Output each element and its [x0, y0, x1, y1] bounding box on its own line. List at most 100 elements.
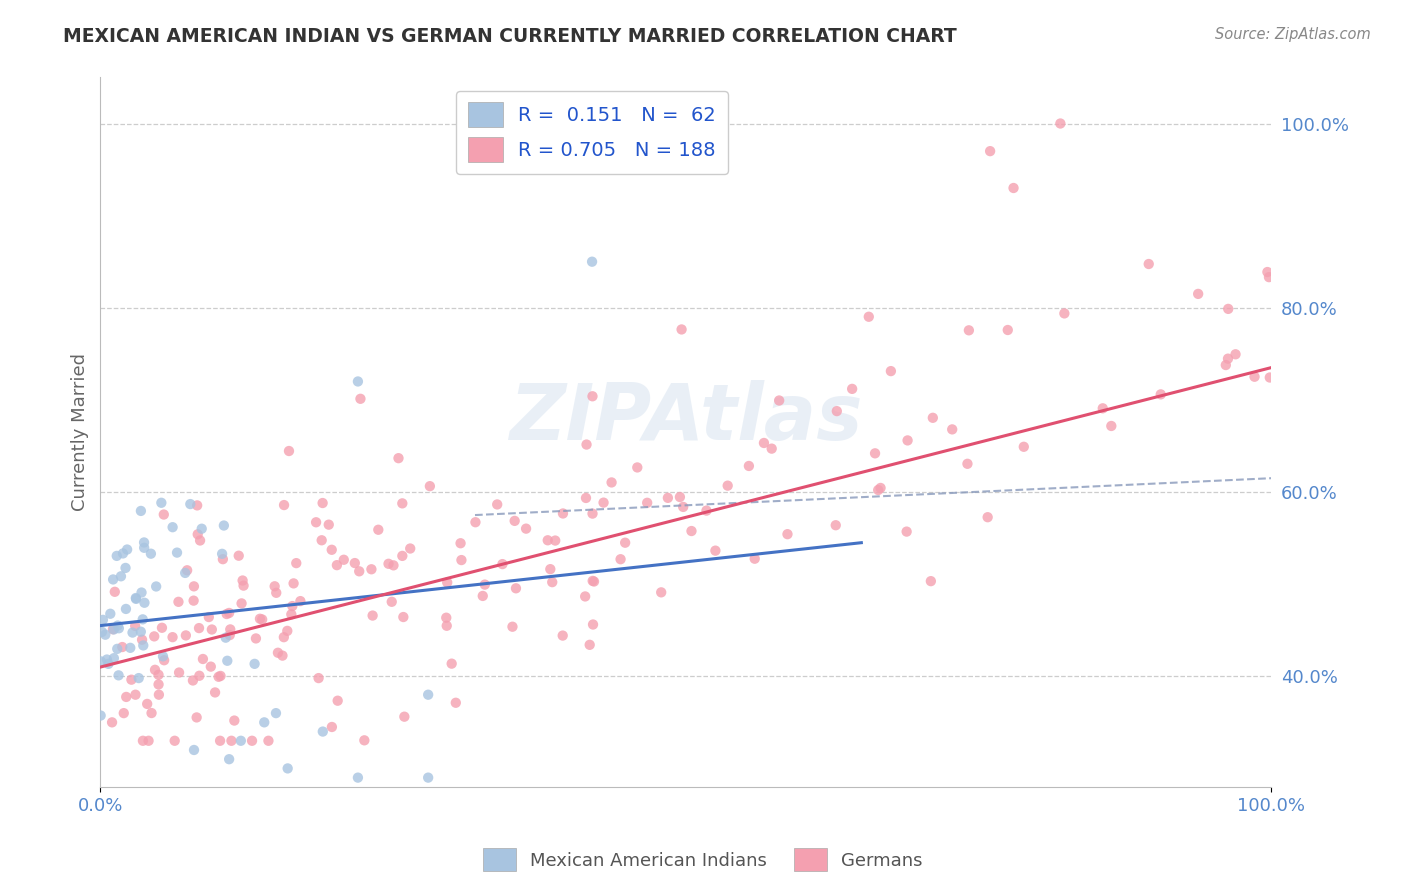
Point — [880, 364, 903, 378]
Point — [179, 497, 201, 511]
Point — [138, 733, 160, 747]
Point — [218, 752, 240, 766]
Point — [868, 483, 890, 497]
Point — [150, 621, 173, 635]
Point — [114, 561, 136, 575]
Point — [1218, 301, 1240, 316]
Point — [131, 632, 153, 647]
Point — [181, 673, 204, 688]
Point — [361, 608, 384, 623]
Point — [211, 547, 233, 561]
Point — [120, 640, 142, 655]
Point — [200, 659, 222, 673]
Point — [391, 549, 413, 563]
Point — [541, 575, 564, 590]
Point — [90, 654, 112, 668]
Point — [264, 586, 287, 600]
Point — [120, 673, 142, 687]
Point — [121, 625, 143, 640]
Point — [132, 639, 155, 653]
Point — [283, 576, 305, 591]
Point — [132, 733, 155, 747]
Point — [108, 621, 131, 635]
Point — [103, 651, 125, 665]
Point — [152, 649, 174, 664]
Point — [444, 696, 467, 710]
Point — [1137, 257, 1160, 271]
Point — [218, 606, 240, 620]
Point — [592, 495, 614, 509]
Point — [215, 607, 238, 621]
Point — [150, 496, 173, 510]
Point — [128, 671, 150, 685]
Point — [450, 536, 472, 550]
Point — [1099, 419, 1122, 434]
Point — [979, 144, 1001, 158]
Point — [148, 667, 170, 681]
Point — [657, 491, 679, 505]
Point — [464, 515, 486, 529]
Point — [704, 543, 727, 558]
Point — [191, 652, 214, 666]
Point — [162, 520, 184, 534]
Point — [186, 499, 208, 513]
Point — [1053, 306, 1076, 320]
Point — [212, 518, 235, 533]
Point — [129, 624, 152, 639]
Point — [167, 595, 190, 609]
Point — [491, 557, 513, 571]
Point — [183, 579, 205, 593]
Point — [145, 579, 167, 593]
Point — [125, 591, 148, 605]
Point — [392, 610, 415, 624]
Point — [956, 457, 979, 471]
Point — [581, 254, 603, 268]
Point — [91, 613, 114, 627]
Point — [183, 743, 205, 757]
Point — [188, 621, 211, 635]
Point — [107, 668, 129, 682]
Point — [367, 523, 389, 537]
Point — [281, 599, 304, 613]
Point — [695, 503, 717, 517]
Point — [434, 611, 457, 625]
Point — [101, 573, 124, 587]
Point — [91, 624, 114, 639]
Point — [825, 404, 848, 418]
Point — [253, 715, 276, 730]
Point — [90, 708, 112, 723]
Point — [399, 541, 422, 556]
Point — [353, 733, 375, 747]
Text: Source: ZipAtlas.com: Source: ZipAtlas.com — [1215, 27, 1371, 42]
Point — [575, 437, 598, 451]
Point — [136, 697, 159, 711]
Point — [1256, 265, 1278, 279]
Point — [382, 558, 405, 573]
Point — [231, 596, 253, 610]
Text: ZIPAtlas: ZIPAtlas — [509, 380, 862, 456]
Point — [321, 720, 343, 734]
Point — [115, 602, 138, 616]
Point — [112, 706, 135, 720]
Point — [377, 557, 399, 571]
Point — [578, 638, 600, 652]
Point — [360, 562, 382, 576]
Point — [311, 533, 333, 548]
Point — [503, 514, 526, 528]
Legend: R =  0.151   N =  62, R = 0.705   N = 188: R = 0.151 N = 62, R = 0.705 N = 188 — [456, 91, 728, 174]
Point — [96, 652, 118, 666]
Point — [537, 533, 560, 548]
Point — [394, 709, 416, 723]
Point — [232, 574, 254, 588]
Point — [124, 619, 146, 633]
Point — [277, 761, 299, 775]
Point — [418, 771, 440, 785]
Point — [921, 410, 943, 425]
Point — [419, 479, 441, 493]
Point — [600, 475, 623, 490]
Point — [333, 553, 356, 567]
Point — [249, 612, 271, 626]
Point — [221, 733, 243, 747]
Point — [347, 564, 370, 578]
Point — [98, 607, 121, 621]
